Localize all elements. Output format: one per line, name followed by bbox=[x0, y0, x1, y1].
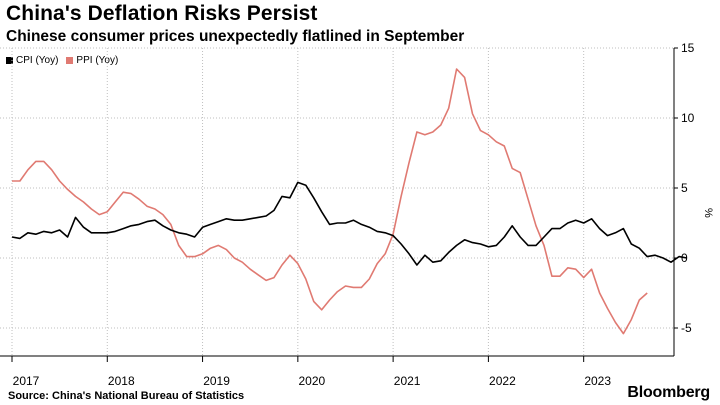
legend: CPI (Yoy) PPI (Yoy) bbox=[6, 55, 118, 66]
chart-subtitle: Chinese consumer prices unexpectedly fla… bbox=[6, 28, 465, 45]
y-axis-label: % bbox=[702, 208, 714, 218]
legend-item-cpi: CPI (Yoy) bbox=[6, 55, 58, 66]
x-tick-label: 2022 bbox=[489, 374, 516, 388]
bloomberg-logo: Bloomberg bbox=[627, 384, 710, 401]
legend-label-cpi: CPI (Yoy) bbox=[16, 55, 59, 66]
chart-title: China's Deflation Risks Persist bbox=[6, 2, 318, 25]
legend-swatch-ppi bbox=[66, 57, 74, 64]
y-tick-label: -5 bbox=[681, 321, 692, 335]
x-tick-label: 2020 bbox=[298, 374, 325, 388]
source-note: Source: China's National Bureau of Stati… bbox=[8, 390, 245, 402]
x-tick-label: 2017 bbox=[13, 374, 40, 388]
x-tick-label: 2023 bbox=[584, 374, 611, 388]
x-tick-label: 2018 bbox=[108, 374, 135, 388]
gridlines bbox=[0, 47, 674, 356]
series-layer bbox=[11, 68, 688, 335]
y-tick-label: 5 bbox=[681, 181, 688, 195]
legend-item-ppi: PPI (Yoy) bbox=[66, 55, 118, 66]
x-tick-label: 2021 bbox=[394, 374, 421, 388]
y-tick-label: 10 bbox=[681, 111, 695, 125]
series-line-cpi bbox=[11, 181, 688, 266]
legend-swatch-cpi bbox=[6, 57, 13, 64]
y-tick-label: 15 bbox=[681, 41, 695, 55]
legend-label-ppi: PPI (Yoy) bbox=[76, 55, 119, 66]
x-tick-label: 2019 bbox=[203, 374, 230, 388]
